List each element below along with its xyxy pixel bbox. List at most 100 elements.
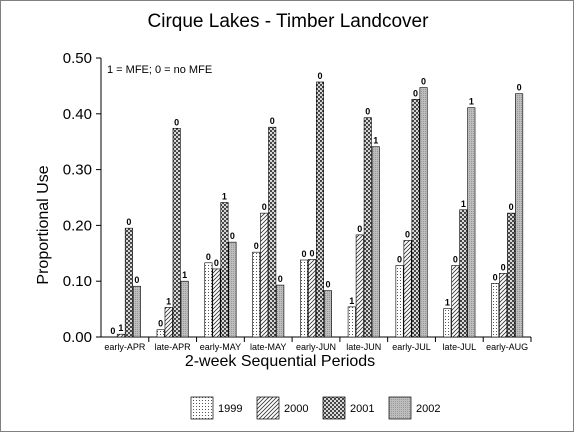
data-label: 1	[118, 323, 123, 333]
bar-1999-early-JUN	[299, 259, 308, 338]
data-label: 1	[349, 296, 354, 306]
data-label: 0	[501, 262, 506, 272]
bar-2000-late-JUL	[451, 265, 460, 338]
y-tick-label: 0.50	[63, 50, 92, 67]
bar-2001-early-MAY	[220, 202, 229, 338]
data-label: 1	[182, 270, 187, 280]
data-label: 0	[134, 275, 139, 285]
bar-2001-late-JUL	[459, 209, 468, 338]
data-label: 0	[405, 229, 410, 239]
data-label: 0	[301, 249, 306, 259]
bar-2000-early-JUL	[403, 240, 412, 338]
bar-1999-late-JUL	[443, 308, 452, 338]
legend-label-2001: 2001	[350, 403, 374, 415]
bar-2000-early-MAY	[212, 268, 221, 338]
x-tick-label: late-JUN	[346, 342, 381, 352]
bar-2001-early-AUG	[507, 212, 516, 338]
data-label: 0	[397, 255, 402, 265]
y-tick-label: 0.30	[63, 162, 92, 179]
data-label: 1	[445, 298, 450, 308]
chart-annotation: 1 = MFE; 0 = no MFE	[107, 64, 212, 76]
bar-2002-early-APR	[132, 285, 141, 338]
bar-2001-late-JUN	[363, 117, 372, 338]
bar-2002-late-JUL	[467, 107, 476, 338]
data-label: 1	[469, 97, 474, 107]
data-label: 0	[110, 326, 115, 336]
bar-1999-late-APR	[156, 329, 165, 338]
x-tick-label: early-APR	[104, 342, 146, 352]
bar-1999-early-MAY	[204, 262, 213, 338]
data-label: 0	[325, 280, 330, 290]
legend-label-1999: 1999	[218, 403, 242, 415]
bar-1999-early-AUG	[491, 283, 500, 338]
x-tick-label: early-JUL	[392, 342, 431, 352]
data-label: 0	[230, 231, 235, 241]
data-label: 0	[254, 241, 259, 251]
bar-2002-late-JUN	[371, 146, 380, 338]
y-tick-label: 0.10	[63, 273, 92, 290]
legend-swatch-2002	[388, 396, 412, 420]
bar-1999-early-JUL	[395, 265, 404, 338]
x-tick-label: early-JUN	[296, 342, 336, 352]
y-tick-label: 0.20	[63, 217, 92, 234]
x-axis-title: 2-week Sequential Periods	[185, 353, 375, 370]
x-tick-label: early-AUG	[486, 342, 528, 352]
bar-2002-early-JUL	[419, 87, 428, 338]
bar-2002-early-MAY	[228, 241, 237, 338]
data-label: 0	[126, 217, 131, 227]
x-tick-label: late-APR	[155, 342, 192, 352]
bar-2000-early-APR	[116, 333, 125, 338]
chart-title: Cirque Lakes - Timber Landcover	[148, 11, 430, 32]
bar-2001-late-APR	[172, 128, 181, 338]
data-label: 1	[222, 192, 227, 202]
bar-2002-late-MAY	[276, 284, 285, 338]
data-label: 0	[421, 77, 426, 87]
y-tick-label: 0.40	[63, 106, 92, 123]
data-label: 0	[357, 224, 362, 234]
bar-2000-late-APR	[164, 307, 173, 338]
bar-2001-late-MAY	[268, 126, 277, 338]
legend-label-2000: 2000	[284, 403, 308, 415]
data-label: 0	[509, 202, 514, 212]
bar-2001-early-JUL	[411, 98, 420, 338]
bar-2001-early-APR	[124, 227, 133, 338]
legend-swatch-2000	[256, 396, 280, 420]
x-tick-label: late-JUL	[443, 342, 477, 352]
bar-2001-early-JUN	[315, 81, 324, 338]
data-label: 1	[166, 296, 171, 306]
x-tick-label: late-MAY	[250, 342, 286, 352]
bar-2002-early-JUN	[323, 290, 332, 338]
data-label: 0	[158, 319, 163, 329]
data-label: 0	[174, 117, 179, 127]
legend-label-2002: 2002	[416, 403, 440, 415]
bar-1999-late-JUN	[347, 306, 356, 338]
y-axis-title: Proportional Use	[35, 165, 52, 284]
bar-2002-late-APR	[180, 280, 189, 338]
data-label: 0	[453, 255, 458, 265]
data-label: 0	[278, 274, 283, 284]
legend-swatch-2001	[322, 396, 346, 420]
bar-2002-early-AUG	[515, 93, 524, 338]
bar-2000-early-JUN	[307, 259, 316, 338]
data-label: 0	[517, 83, 522, 93]
data-label: 0	[317, 71, 322, 81]
legend: 1999 2000 2001 2002	[190, 396, 440, 420]
data-label: 1	[373, 136, 378, 146]
data-label: 0	[413, 88, 418, 98]
y-tick-label: 0.00	[63, 329, 92, 346]
bar-2000-early-AUG	[499, 273, 508, 338]
bar-2000-late-JUN	[355, 234, 364, 338]
bar-1999-late-MAY	[252, 251, 261, 338]
data-label: 0	[493, 272, 498, 282]
data-label: 0	[270, 116, 275, 126]
bar-2000-late-MAY	[260, 212, 269, 338]
data-label: 1	[461, 199, 466, 209]
data-label: 0	[309, 248, 314, 258]
data-label: 0	[262, 202, 267, 212]
legend-swatch-1999	[190, 396, 214, 420]
x-tick-label: early-MAY	[200, 342, 241, 352]
data-label: 0	[206, 252, 211, 262]
